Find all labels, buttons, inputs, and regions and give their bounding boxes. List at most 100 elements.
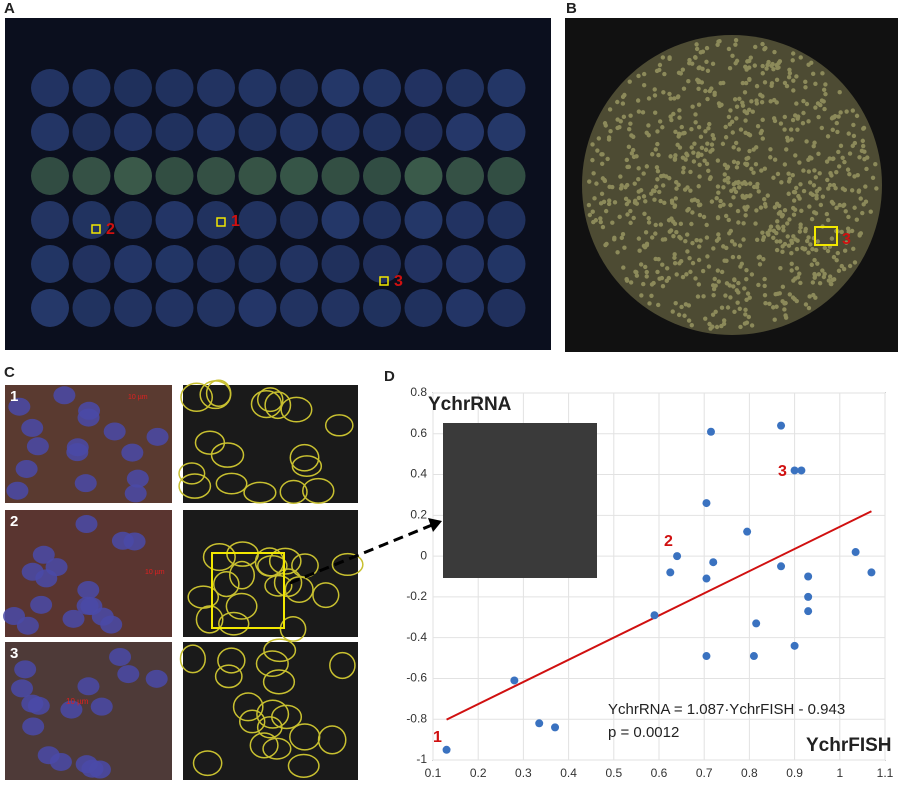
nucleus [734,116,739,121]
nucleus [781,228,786,233]
cell-outline [302,477,335,504]
x-tick-label: 0.9 [786,766,803,780]
nucleus [705,96,710,102]
nucleus [791,78,796,83]
nucleus [838,143,844,149]
nucleus [673,153,678,158]
nucleus [624,157,630,163]
nucleus [829,173,834,178]
nucleus [769,63,774,69]
nucleus [820,268,825,273]
nucleus [762,276,767,282]
tma-core [487,245,526,283]
nucleus [806,169,812,174]
nucleus [775,65,780,71]
nucleus [709,199,715,204]
nucleus [590,157,595,163]
nucleus [636,195,642,201]
tma-core [446,245,484,283]
nucleus [742,90,748,95]
nucleus [786,243,792,248]
nucleus [806,119,811,124]
nucleus [697,212,703,218]
nucleus [851,133,857,139]
cell-outline [249,732,279,759]
nucleus [700,49,706,54]
nucleus [797,271,802,276]
tma-core [238,113,277,151]
nucleus [659,275,665,281]
nucleus [748,55,753,60]
nucleus [715,158,721,163]
nucleus [690,240,695,246]
x-tick-label: 0.5 [605,766,622,780]
nucleus [760,71,765,76]
nucleus [841,202,847,208]
nucleus [643,230,649,235]
nucleus [772,157,778,162]
nucleus [657,119,663,124]
tma-core [280,201,318,239]
nucleus [729,239,735,244]
nucleus [655,129,660,134]
x-tick-label: 1 [836,766,843,780]
nucleus [712,92,717,98]
cell-outline [205,379,232,408]
nucleus [792,189,798,195]
data-point [804,592,813,601]
nucleus [815,261,820,266]
nucleus [682,313,687,318]
nucleus [641,171,646,176]
nucleus [809,262,814,267]
nucleus [719,323,724,329]
nucleus [807,294,812,299]
nucleus [780,284,786,290]
cell-outline [331,552,364,577]
tma-core [280,69,318,107]
nucleus [828,281,834,287]
nucleus [710,312,716,317]
nucleus [842,248,848,253]
cell-outline [180,382,214,412]
nucleus [644,241,650,247]
nucleus [705,254,710,259]
nucleus [709,86,714,91]
nucleus [845,226,851,231]
nucleus [704,59,709,65]
nucleus [612,200,618,205]
nucleus [830,127,835,133]
data-point [510,676,519,685]
nucleus [789,137,794,142]
cell-outline [268,547,302,575]
tma-core [155,113,194,151]
nucleus [610,184,615,190]
cell-outline [178,462,206,485]
nucleus [802,247,807,252]
tma-core [487,201,526,239]
nucleus [712,276,717,282]
nucleus [790,173,795,178]
nucleus [673,196,679,201]
nucleus [716,279,721,284]
nucleus [26,437,49,456]
nucleus [762,292,768,298]
nucleus [860,210,865,216]
tma-core [72,201,111,239]
nucleus [716,39,721,44]
nucleus [649,282,655,287]
nucleus [37,746,60,765]
nucleus [767,301,772,307]
nucleus [722,258,727,263]
nucleus [761,256,766,262]
nucleus [857,155,862,160]
nucleus [813,295,818,300]
nucleus [755,181,760,187]
nucleus [775,291,780,296]
nucleus [834,169,839,175]
nucleus [726,217,731,223]
nucleus [794,298,799,304]
nucleus [754,208,759,213]
nucleus [21,418,44,437]
nucleus [812,140,817,145]
nucleus [751,170,756,175]
